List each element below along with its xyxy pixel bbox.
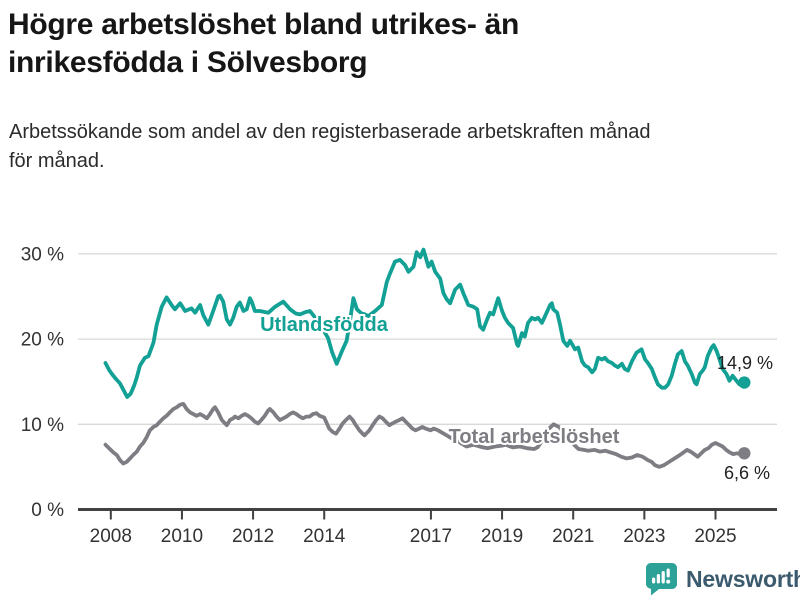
y-tick-label: 0 % [31, 500, 64, 521]
series-label-total: Total arbetslöshet [449, 426, 620, 448]
x-tick-label: 2021 [552, 526, 594, 547]
x-tick-label: 2025 [694, 526, 736, 547]
chart-title: Högre arbetslöshet bland utrikes- än inr… [8, 8, 519, 79]
series-end-dot [738, 376, 751, 389]
y-tick-label: 30 % [21, 244, 64, 265]
series-line-utlandsfodda [103, 247, 747, 399]
series-end-dot [738, 447, 751, 460]
x-tick-label: 2012 [232, 526, 274, 547]
newsworthy-logo-icon [646, 563, 677, 596]
newsworthy-logo-text: Newsworthy [686, 565, 800, 592]
x-tick-label: 2010 [161, 526, 203, 547]
value-label: 14,9 % [717, 353, 773, 373]
x-tick-label: 2017 [410, 526, 452, 547]
x-tick-label: 2014 [303, 526, 346, 547]
value-label: 6,6 % [724, 463, 770, 483]
y-tick-label: 10 % [21, 415, 64, 436]
series-label-utlandsfodda: Utlandsfödda [260, 314, 389, 336]
x-tick-label: 2008 [90, 526, 132, 547]
y-tick-label: 20 % [21, 330, 64, 351]
newsworthy-logo[interactable]: Newsworthy [645, 562, 800, 596]
chart-subtitle: Arbetssökande som andel av den registerb… [9, 121, 651, 172]
x-tick-label: 2019 [481, 526, 523, 547]
x-tick-label: 2023 [623, 526, 665, 547]
series-line-total [103, 401, 747, 469]
